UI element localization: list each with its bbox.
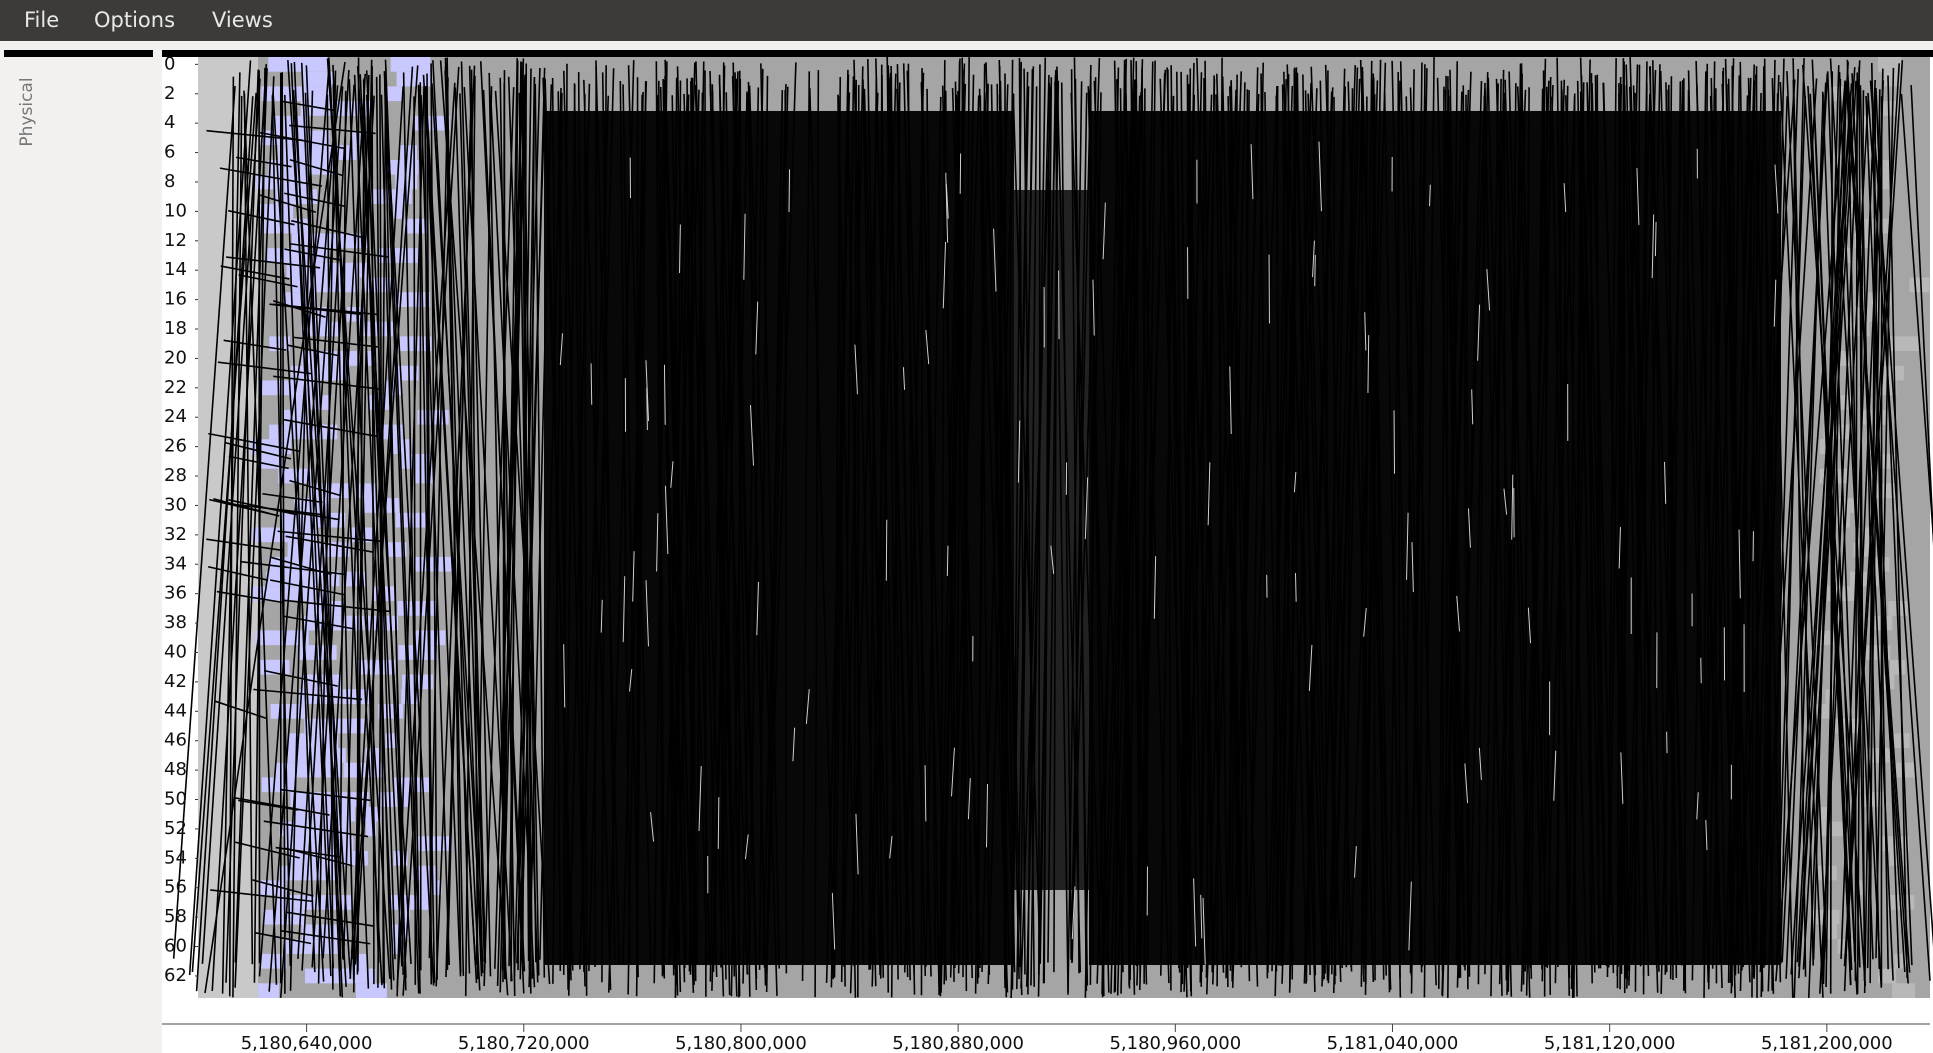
sidebar-label[interactable]: Physical <box>17 77 37 146</box>
y-tick-label: 18 <box>164 318 187 339</box>
gap-line <box>789 169 790 212</box>
state-block <box>1910 278 1930 293</box>
y-tick-label: 30 <box>164 494 187 515</box>
gap-line <box>1655 222 1656 256</box>
message-line <box>1144 88 1145 983</box>
y-tick-label: 6 <box>164 142 175 163</box>
state-block <box>268 57 327 72</box>
state-block <box>1892 983 1915 998</box>
menu-item[interactable]: Options <box>94 8 175 32</box>
y-tick-label: 40 <box>164 641 187 662</box>
x-tick-label: 5,180,880,000 <box>892 1033 1024 1053</box>
state-block <box>1855 307 1881 322</box>
state-block <box>397 72 432 87</box>
state-block <box>1878 57 1901 72</box>
x-tick-label: 5,180,720,000 <box>458 1033 590 1053</box>
menu-item[interactable]: Views <box>212 8 273 32</box>
y-tick-label: 10 <box>164 200 187 221</box>
message-line <box>785 90 786 973</box>
y-tick-label: 46 <box>164 730 187 751</box>
y-tick-label: 44 <box>164 700 187 721</box>
y-tick-label: 0 <box>164 53 175 74</box>
y-tick-label: 22 <box>164 377 187 398</box>
page: {"menu": ["File", "Options", "Views"], "… <box>0 0 1933 1053</box>
y-tick-label: 34 <box>164 553 187 574</box>
x-tick-label: 5,180,800,000 <box>675 1033 807 1053</box>
state-block <box>394 292 430 307</box>
y-tick-label: 4 <box>164 112 175 133</box>
state-block <box>397 601 437 616</box>
y-tick-label: 12 <box>164 230 187 251</box>
state-block <box>391 57 431 72</box>
y-tick-label: 38 <box>164 612 187 633</box>
y-tick-label: 36 <box>164 583 187 604</box>
y-tick-label: 32 <box>164 524 187 545</box>
y-tick-label: 20 <box>164 347 187 368</box>
x-tick-label: 5,181,200,000 <box>1761 1033 1893 1053</box>
gap-line <box>591 363 592 404</box>
state-block <box>291 366 350 381</box>
y-tick-label: 62 <box>164 965 187 986</box>
state-block <box>291 395 330 410</box>
plot-top-bar <box>162 50 1933 57</box>
gap-line <box>718 797 719 849</box>
y-tick-label: 42 <box>164 671 187 692</box>
y-tick-label: 2 <box>164 83 175 104</box>
message-line <box>1230 82 1231 971</box>
state-block <box>386 86 403 101</box>
y-tick-label: 26 <box>164 436 187 457</box>
state-block <box>390 895 429 910</box>
y-tick-label: 16 <box>164 289 187 310</box>
gap-line <box>947 546 948 576</box>
state-block <box>356 983 387 998</box>
message-line <box>705 70 706 996</box>
app-window: File Options Views Physical 024681012141… <box>0 0 1933 1053</box>
gap-line <box>1295 573 1296 602</box>
x-tick-label: 5,180,640,000 <box>241 1033 373 1053</box>
message-line <box>1005 73 1006 977</box>
y-tick-label: 50 <box>164 789 187 810</box>
state-block <box>344 969 375 984</box>
x-tick-label: 5,181,040,000 <box>1327 1033 1459 1053</box>
sidebar-bar <box>4 50 153 57</box>
x-tick-label: 5,180,960,000 <box>1109 1033 1241 1053</box>
y-tick-label: 54 <box>164 847 187 868</box>
y-tick-label: 24 <box>164 406 187 427</box>
gap-line <box>1315 255 1316 286</box>
state-block <box>262 777 296 792</box>
state-block <box>1890 660 1905 675</box>
message-line <box>921 68 922 995</box>
y-tick-label: 60 <box>164 936 187 957</box>
state-block <box>258 380 319 395</box>
message-line <box>1334 97 1335 985</box>
y-tick-label: 8 <box>164 171 175 192</box>
menu-item[interactable]: File <box>24 8 59 32</box>
x-tick-label: 5,181,120,000 <box>1544 1033 1676 1053</box>
menu-bar <box>0 0 1933 41</box>
plot: 0246810121416182022242628303234363840424… <box>162 53 1933 1053</box>
message-line <box>1039 64 1040 975</box>
y-tick-label: 48 <box>164 759 187 780</box>
y-tick-label: 14 <box>164 259 187 280</box>
y-tick-label: 28 <box>164 465 187 486</box>
y-tick-label: 52 <box>164 818 187 839</box>
state-block <box>418 836 452 851</box>
y-tick-label: 58 <box>164 906 187 927</box>
y-tick-label: 56 <box>164 877 187 898</box>
